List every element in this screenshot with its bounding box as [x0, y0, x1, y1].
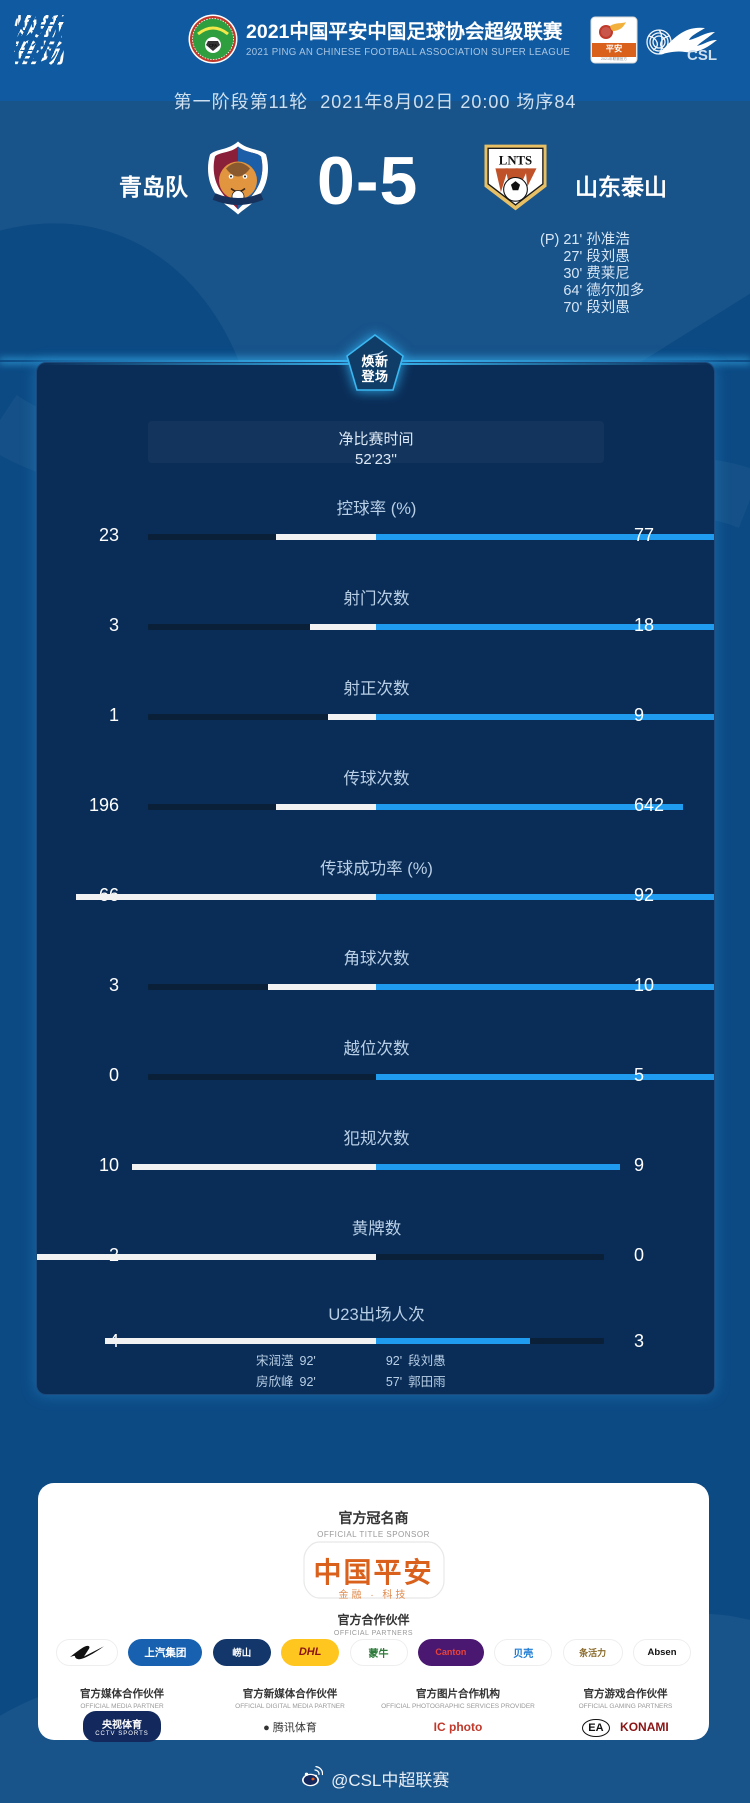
svg-text:平安: 平安: [606, 44, 623, 54]
svg-text:CSL: CSL: [687, 47, 717, 64]
svg-text:2021年联赛官方: 2021年联赛官方: [601, 56, 627, 61]
svg-text:CFA: CFA: [209, 43, 217, 48]
svg-text:LNTS: LNTS: [499, 154, 532, 168]
